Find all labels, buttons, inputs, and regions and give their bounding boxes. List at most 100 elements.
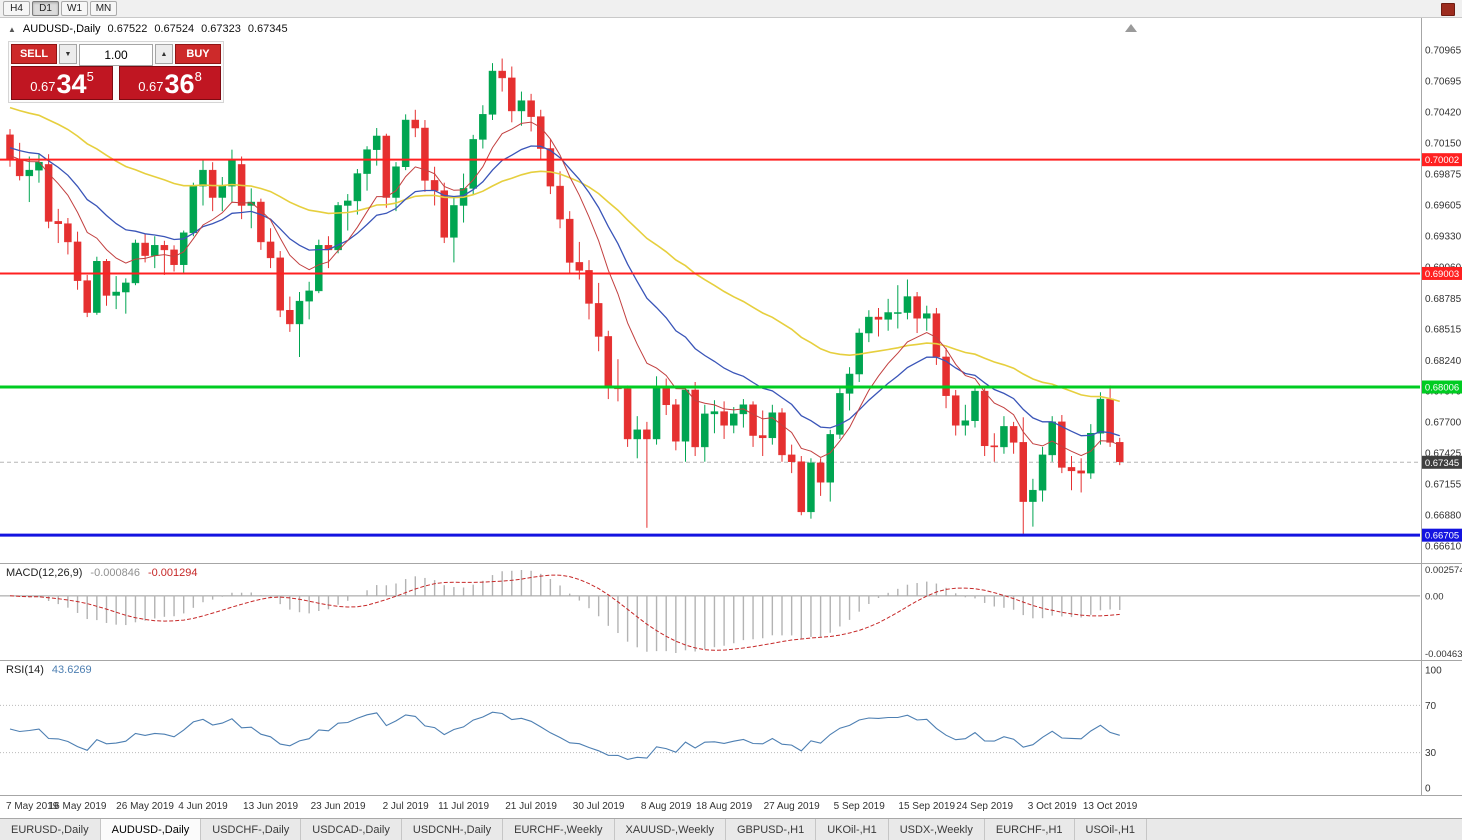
svg-text:0.00: 0.00 xyxy=(1425,591,1444,602)
macd-indicator-label: MACD(12,26,9) -0.000846 -0.001294 xyxy=(6,567,198,579)
macd-signal-value: -0.001294 xyxy=(147,567,198,579)
chart-ohlc-header: ▲ AUDUSD-,Daily 0.67522 0.67524 0.67323 … xyxy=(8,23,288,35)
svg-text:16 May 2019: 16 May 2019 xyxy=(49,801,107,812)
price-tag xyxy=(1422,455,1462,469)
chart-window: 0.70965 0.70695 0.70420 0.70150 0.69875 0.696… xyxy=(0,18,1462,818)
macd-main-value: -0.000846 xyxy=(90,567,140,579)
svg-text:0.68515: 0.68515 xyxy=(1425,325,1462,336)
ohlc-open: 0.67522 xyxy=(107,23,148,35)
buy-button[interactable]: BUY xyxy=(175,44,221,64)
tab-audusd-daily[interactable]: AUDUSD-,Daily xyxy=(100,819,202,840)
macd-title: MACD(12,26,9) xyxy=(6,567,83,579)
svg-text:0.70002: 0.70002 xyxy=(1425,155,1459,166)
svg-text:0.70420: 0.70420 xyxy=(1425,108,1462,119)
svg-text:0.66880: 0.66880 xyxy=(1425,511,1462,522)
svg-text:8 Aug 2019: 8 Aug 2019 xyxy=(641,801,692,812)
svg-text:5 Sep 2019: 5 Sep 2019 xyxy=(834,801,886,812)
tab-usdcnh-daily[interactable]: USDCNH-,Daily xyxy=(401,819,504,840)
buy-price-big: 36 xyxy=(164,69,195,99)
ma-fast-line xyxy=(9,121,1120,458)
svg-text:4 Jun 2019: 4 Jun 2019 xyxy=(178,801,228,812)
tab-gbpusd-h1[interactable]: GBPUSD-,H1 xyxy=(725,819,817,840)
svg-text:70: 70 xyxy=(1425,701,1437,712)
price-tag xyxy=(1422,266,1462,280)
tab-eurusd-daily[interactable]: EURUSD-,Daily xyxy=(0,819,101,840)
tab-ukoil-h1[interactable]: UKOil-,H1 xyxy=(816,819,889,840)
sell-button[interactable]: SELL xyxy=(11,44,57,64)
svg-text:0.66610: 0.66610 xyxy=(1425,541,1462,552)
sell-price-big: 34 xyxy=(56,69,87,99)
rsi-title: RSI(14) xyxy=(6,664,44,676)
macd-signal-line xyxy=(9,574,1120,651)
svg-text:13 Oct 2019: 13 Oct 2019 xyxy=(1083,801,1138,812)
ma-medium-line xyxy=(9,145,1120,437)
svg-text:26 May 2019: 26 May 2019 xyxy=(116,801,174,812)
price-tag xyxy=(1422,380,1462,394)
svg-text:0.66705: 0.66705 xyxy=(1425,531,1459,542)
svg-text:0.67345: 0.67345 xyxy=(1425,458,1459,469)
symbol-arrow-icon: ▲ xyxy=(8,24,16,34)
svg-text:0.69605: 0.69605 xyxy=(1425,200,1462,211)
svg-text:30 Jul 2019: 30 Jul 2019 xyxy=(573,801,625,812)
tab-eurchf-h1[interactable]: EURCHF-,H1 xyxy=(984,819,1075,840)
svg-text:-0.0046326: -0.0046326 xyxy=(1425,649,1462,660)
volume-decrease-button[interactable]: ▼ xyxy=(59,44,77,64)
ma-slow-line xyxy=(9,106,1120,403)
chevron-up-icon: ▲ xyxy=(160,50,168,58)
svg-text:0: 0 xyxy=(1425,784,1431,795)
price-tag xyxy=(1422,153,1462,167)
one-click-trading-panel: SELL ▼ ▲ BUY 0.67 34 5 0.67 36 8 xyxy=(8,41,224,103)
tab-usdx-weekly[interactable]: USDX-,Weekly xyxy=(888,819,985,840)
svg-text:2 Jul 2019: 2 Jul 2019 xyxy=(383,801,430,812)
chart-symbol-label: AUDUSD-,Daily xyxy=(22,23,101,35)
tab-usdcad-daily[interactable]: USDCAD-,Daily xyxy=(301,819,402,840)
main-price-pane xyxy=(0,58,1420,536)
svg-text:7 May 2019: 7 May 2019 xyxy=(6,801,59,812)
svg-text:0.69330: 0.69330 xyxy=(1425,232,1462,243)
ohlc-close: 0.67345 xyxy=(247,23,288,35)
timeframe-toolbar: H4 D1 W1 MN xyxy=(0,0,1462,18)
svg-text:0.69875: 0.69875 xyxy=(1425,170,1462,181)
timeframe-button-w1[interactable]: W1 xyxy=(61,1,88,16)
chart-canvas[interactable]: 0.70965 0.70695 0.70420 0.70150 0.69875 0.696… xyxy=(0,18,1462,818)
tab-xauusd-weekly[interactable]: XAUUSD-,Weekly xyxy=(614,819,726,840)
buy-price-sup: 8 xyxy=(194,69,202,84)
price-tag xyxy=(1422,528,1462,542)
tab-eurchf-weekly[interactable]: EURCHF-,Weekly xyxy=(503,819,615,840)
rsi-value: 43.6269 xyxy=(51,664,92,676)
svg-text:0.68006: 0.68006 xyxy=(1425,383,1459,394)
tab-usdchf-daily[interactable]: USDCHF-,Daily xyxy=(201,819,302,840)
svg-text:30: 30 xyxy=(1425,748,1437,759)
svg-text:27 Aug 2019: 27 Aug 2019 xyxy=(764,801,821,812)
sell-price-box[interactable]: 0.67 34 5 xyxy=(11,66,113,100)
chart-shift-marker-icon xyxy=(1125,24,1137,32)
ohlc-high: 0.67524 xyxy=(154,23,195,35)
ohlc-low: 0.67323 xyxy=(201,23,241,35)
svg-text:11 Jul 2019: 11 Jul 2019 xyxy=(438,801,489,812)
volume-increase-button[interactable]: ▲ xyxy=(155,44,173,64)
svg-text:0.70965: 0.70965 xyxy=(1425,46,1462,57)
timeframe-button-d1[interactable]: D1 xyxy=(32,1,59,16)
buy-price-prefix: 0.67 xyxy=(138,79,164,94)
svg-text:15 Sep 2019: 15 Sep 2019 xyxy=(898,801,955,812)
svg-text:3 Oct 2019: 3 Oct 2019 xyxy=(1028,801,1077,812)
svg-text:0.67700: 0.67700 xyxy=(1425,417,1462,428)
svg-text:0.67155: 0.67155 xyxy=(1425,479,1462,490)
svg-text:13 Jun 2019: 13 Jun 2019 xyxy=(243,801,298,812)
svg-text:21 Jul 2019: 21 Jul 2019 xyxy=(505,801,557,812)
tab-usoil-h1[interactable]: USOil-,H1 xyxy=(1074,819,1148,840)
timeframe-button-h4[interactable]: H4 xyxy=(3,1,30,16)
timeframe-button-mn[interactable]: MN xyxy=(90,1,117,16)
svg-text:23 Jun 2019: 23 Jun 2019 xyxy=(311,801,366,812)
chevron-down-icon: ▼ xyxy=(64,50,72,58)
svg-text:0.67425: 0.67425 xyxy=(1425,449,1462,460)
svg-text:24 Sep 2019: 24 Sep 2019 xyxy=(956,801,1013,812)
volume-input[interactable] xyxy=(79,44,153,66)
rsi-line xyxy=(9,711,1120,760)
corner-icon[interactable] xyxy=(1441,3,1455,16)
svg-text:18 Aug 2019: 18 Aug 2019 xyxy=(696,801,753,812)
buy-price-box[interactable]: 0.67 36 8 xyxy=(119,66,221,100)
bottom-tabs: EURUSD-,Daily AUDUSD-,Daily USDCHF-,Daily U… xyxy=(0,818,1462,840)
svg-text:100: 100 xyxy=(1425,666,1442,677)
